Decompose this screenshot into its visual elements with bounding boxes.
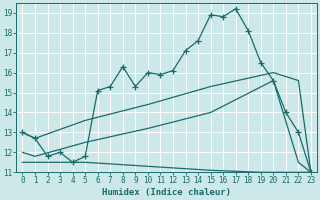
X-axis label: Humidex (Indice chaleur): Humidex (Indice chaleur) bbox=[102, 188, 231, 197]
